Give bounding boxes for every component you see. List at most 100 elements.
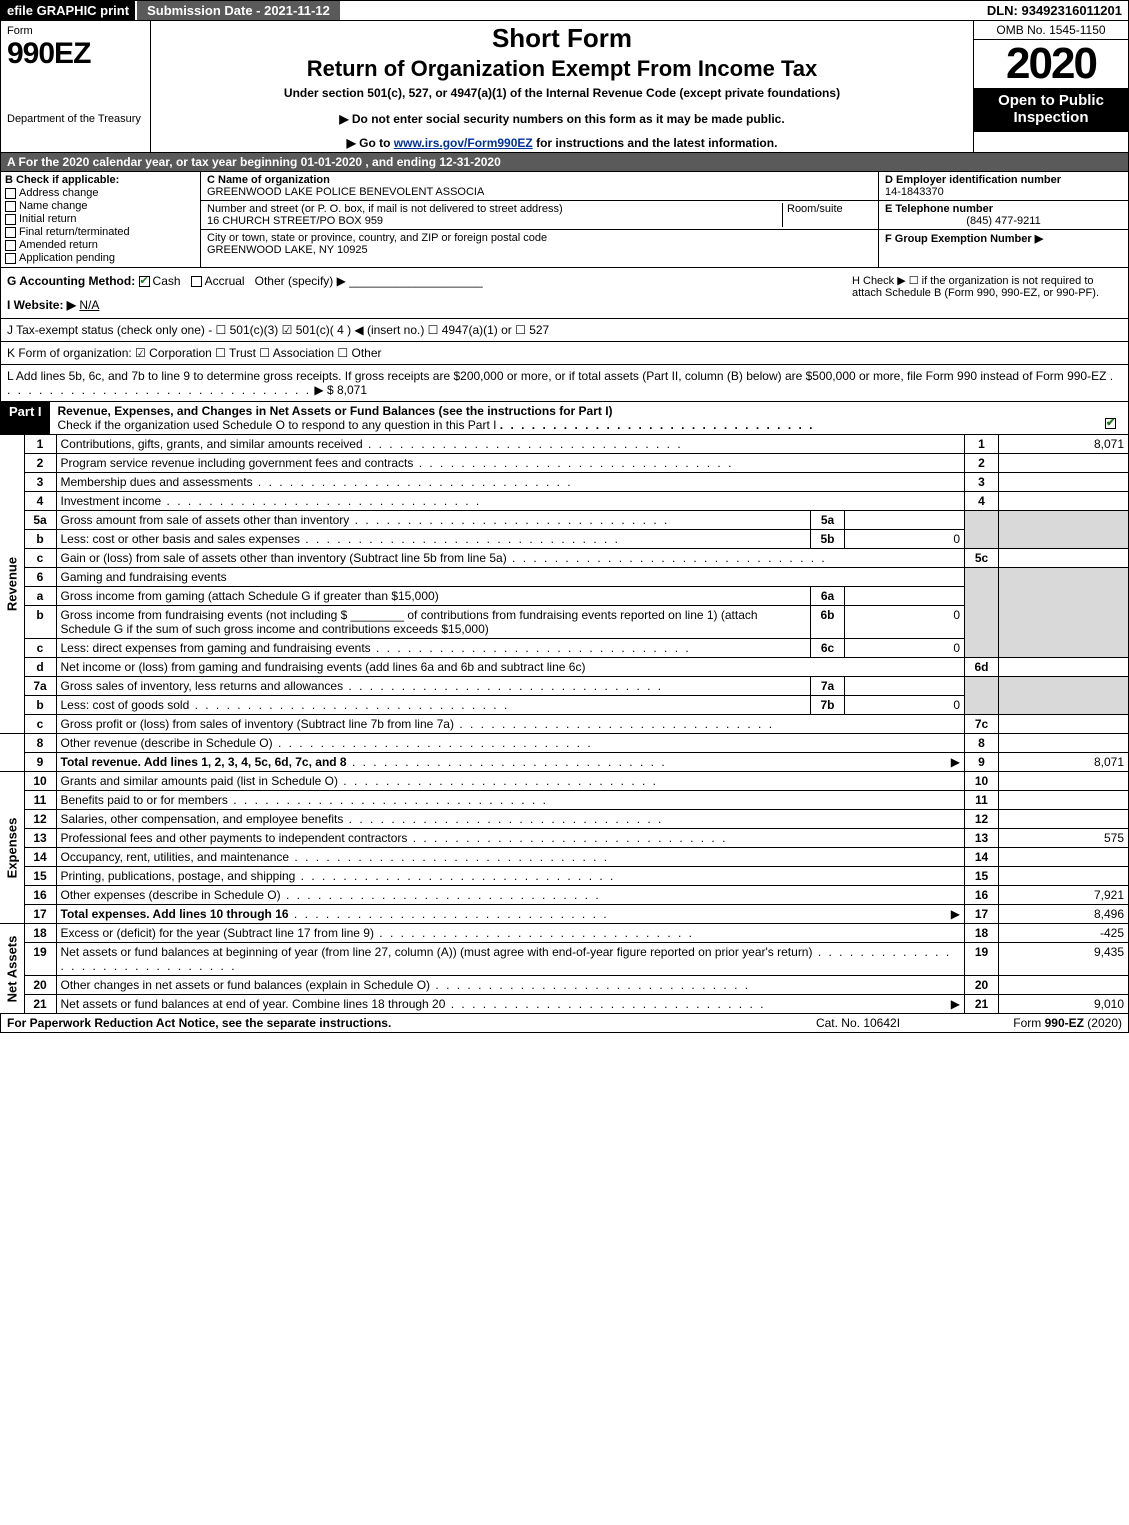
- ln2-num: 2: [24, 454, 56, 473]
- go-to-prefix: ▶ Go to: [347, 136, 394, 150]
- ln4-desc: Investment income: [61, 494, 162, 508]
- info-block: B Check if applicable: Address change Na…: [0, 172, 1129, 268]
- ln1-num: 1: [24, 435, 56, 454]
- ln5a-sub: 5a: [811, 511, 845, 530]
- ln6b-desc1: Gross income from fundraising events (no…: [61, 608, 348, 622]
- ln10-desc: Grants and similar amounts paid (list in…: [61, 774, 338, 788]
- l-value: 8,071: [337, 383, 367, 397]
- ln7b-subv: 0: [845, 696, 965, 715]
- c-name-value: GREENWOOD LAKE POLICE BENEVOLENT ASSOCIA: [207, 186, 872, 198]
- ln18-amt: -425: [999, 924, 1129, 943]
- ln20-ref: 20: [965, 976, 999, 995]
- ln5c-ref: 5c: [965, 549, 999, 568]
- ln11-desc: Benefits paid to or for members: [61, 793, 228, 807]
- ln18-ref: 18: [965, 924, 999, 943]
- ln3-num: 3: [24, 473, 56, 492]
- c-name-label: C Name of organization: [207, 174, 872, 186]
- ln12-amt: [999, 810, 1129, 829]
- cb-initial-return[interactable]: Initial return: [5, 213, 196, 225]
- form-id-block: Form 990EZ Department of the Treasury: [1, 21, 151, 152]
- cb-address-change[interactable]: Address change: [5, 187, 196, 199]
- c-street-label: Number and street (or P. O. box, if mail…: [207, 203, 563, 215]
- ln15-num: 15: [24, 867, 56, 886]
- ln17-num: 17: [24, 905, 56, 924]
- ln21-amt: 9,010: [999, 995, 1129, 1014]
- ln13-desc: Professional fees and other payments to …: [61, 831, 408, 845]
- g-label: G Accounting Method:: [7, 274, 135, 288]
- part1-check-line: Check if the organization used Schedule …: [58, 418, 497, 432]
- side-expenses: Expenses: [0, 772, 24, 924]
- ln20-amt: [999, 976, 1129, 995]
- cb-schedule-o[interactable]: [1105, 418, 1116, 429]
- ln19-desc: Net assets or fund balances at beginning…: [61, 945, 813, 959]
- part1-header-row: Part I Revenue, Expenses, and Changes in…: [0, 402, 1129, 435]
- ln21-desc: Net assets or fund balances at end of ye…: [61, 997, 446, 1011]
- ln11-amt: [999, 791, 1129, 810]
- ln14-num: 14: [24, 848, 56, 867]
- ln15-amt: [999, 867, 1129, 886]
- ln7a-desc: Gross sales of inventory, less returns a…: [61, 679, 344, 693]
- ln10-amt: [999, 772, 1129, 791]
- ln6a-sub: 6a: [811, 587, 845, 606]
- form-right-block: OMB No. 1545-1150 2020 Open to Public In…: [973, 21, 1128, 152]
- section-k: K Form of organization: ☑ Corporation ☐ …: [0, 342, 1129, 365]
- ln8-desc: Other revenue (describe in Schedule O): [61, 736, 273, 750]
- side-revenue: Revenue: [0, 435, 24, 734]
- efile-print-label[interactable]: efile GRAPHIC print: [1, 1, 135, 20]
- c-room-label: Room/suite: [787, 203, 843, 215]
- ln5b-desc: Less: cost or other basis and sales expe…: [61, 532, 300, 546]
- ln5c-amt: [999, 549, 1129, 568]
- ln3-desc: Membership dues and assessments: [61, 475, 253, 489]
- ln6a-desc: Gross income from gaming (attach Schedul…: [61, 589, 439, 603]
- ln3-amt: [999, 473, 1129, 492]
- go-to-text: ▶ Go to www.irs.gov/Form990EZ for instru…: [155, 136, 969, 150]
- ln1-ref: 1: [965, 435, 999, 454]
- cb-accrual[interactable]: [191, 276, 202, 287]
- section-j: J Tax-exempt status (check only one) - ☐…: [0, 319, 1129, 342]
- ln14-amt: [999, 848, 1129, 867]
- ln13-num: 13: [24, 829, 56, 848]
- ln12-ref: 12: [965, 810, 999, 829]
- part1-label: Part I: [1, 402, 50, 434]
- ln5b-num: b: [24, 530, 56, 549]
- ln18-desc: Excess or (deficit) for the year (Subtra…: [61, 926, 374, 940]
- section-def: D Employer identification number 14-1843…: [878, 172, 1128, 267]
- ln6d-ref: 6d: [965, 658, 999, 677]
- irs-link[interactable]: www.irs.gov/Form990EZ: [394, 136, 533, 150]
- part1-table: Revenue 1 Contributions, gifts, grants, …: [0, 435, 1129, 1014]
- ln16-amt: 7,921: [999, 886, 1129, 905]
- ln7c-num: c: [24, 715, 56, 734]
- cb-amended-return[interactable]: Amended return: [5, 239, 196, 251]
- form-number: 990EZ: [7, 37, 144, 71]
- omb-number: OMB No. 1545-1150: [974, 21, 1128, 40]
- tax-year: 2020: [974, 40, 1128, 88]
- ln11-ref: 11: [965, 791, 999, 810]
- ln21-arrow: ▶: [951, 997, 960, 1011]
- ln8-amt: [999, 734, 1129, 753]
- c-street-value: 16 CHURCH STREET/PO BOX 959: [207, 215, 383, 227]
- cb-application-pending[interactable]: Application pending: [5, 252, 196, 264]
- ln16-num: 16: [24, 886, 56, 905]
- ln6a-num: a: [24, 587, 56, 606]
- section-h: H Check ▶ ☐ if the organization is not r…: [852, 274, 1122, 312]
- ln12-num: 12: [24, 810, 56, 829]
- ln6b-subv: 0: [845, 606, 965, 639]
- submission-date-label: Submission Date - 2021-11-12: [135, 1, 342, 20]
- ln6-desc: Gaming and fundraising events: [61, 570, 227, 584]
- footer-row: For Paperwork Reduction Act Notice, see …: [0, 1014, 1129, 1033]
- ln11-num: 11: [24, 791, 56, 810]
- form-title-block: Short Form Return of Organization Exempt…: [151, 21, 973, 152]
- cb-final-return[interactable]: Final return/terminated: [5, 226, 196, 238]
- ln19-num: 19: [24, 943, 56, 976]
- cb-name-change[interactable]: Name change: [5, 200, 196, 212]
- tax-period-row: A For the 2020 calendar year, or tax yea…: [0, 153, 1129, 172]
- cb-cash[interactable]: [139, 276, 150, 287]
- ln7b-sub: 7b: [811, 696, 845, 715]
- side-netassets: Net Assets: [0, 924, 24, 1014]
- footer-catno: Cat. No. 10642I: [768, 1014, 948, 1032]
- ln8-num: 8: [24, 734, 56, 753]
- e-tel-label: E Telephone number: [885, 203, 1122, 215]
- ln20-num: 20: [24, 976, 56, 995]
- ln21-num: 21: [24, 995, 56, 1014]
- ln4-ref: 4: [965, 492, 999, 511]
